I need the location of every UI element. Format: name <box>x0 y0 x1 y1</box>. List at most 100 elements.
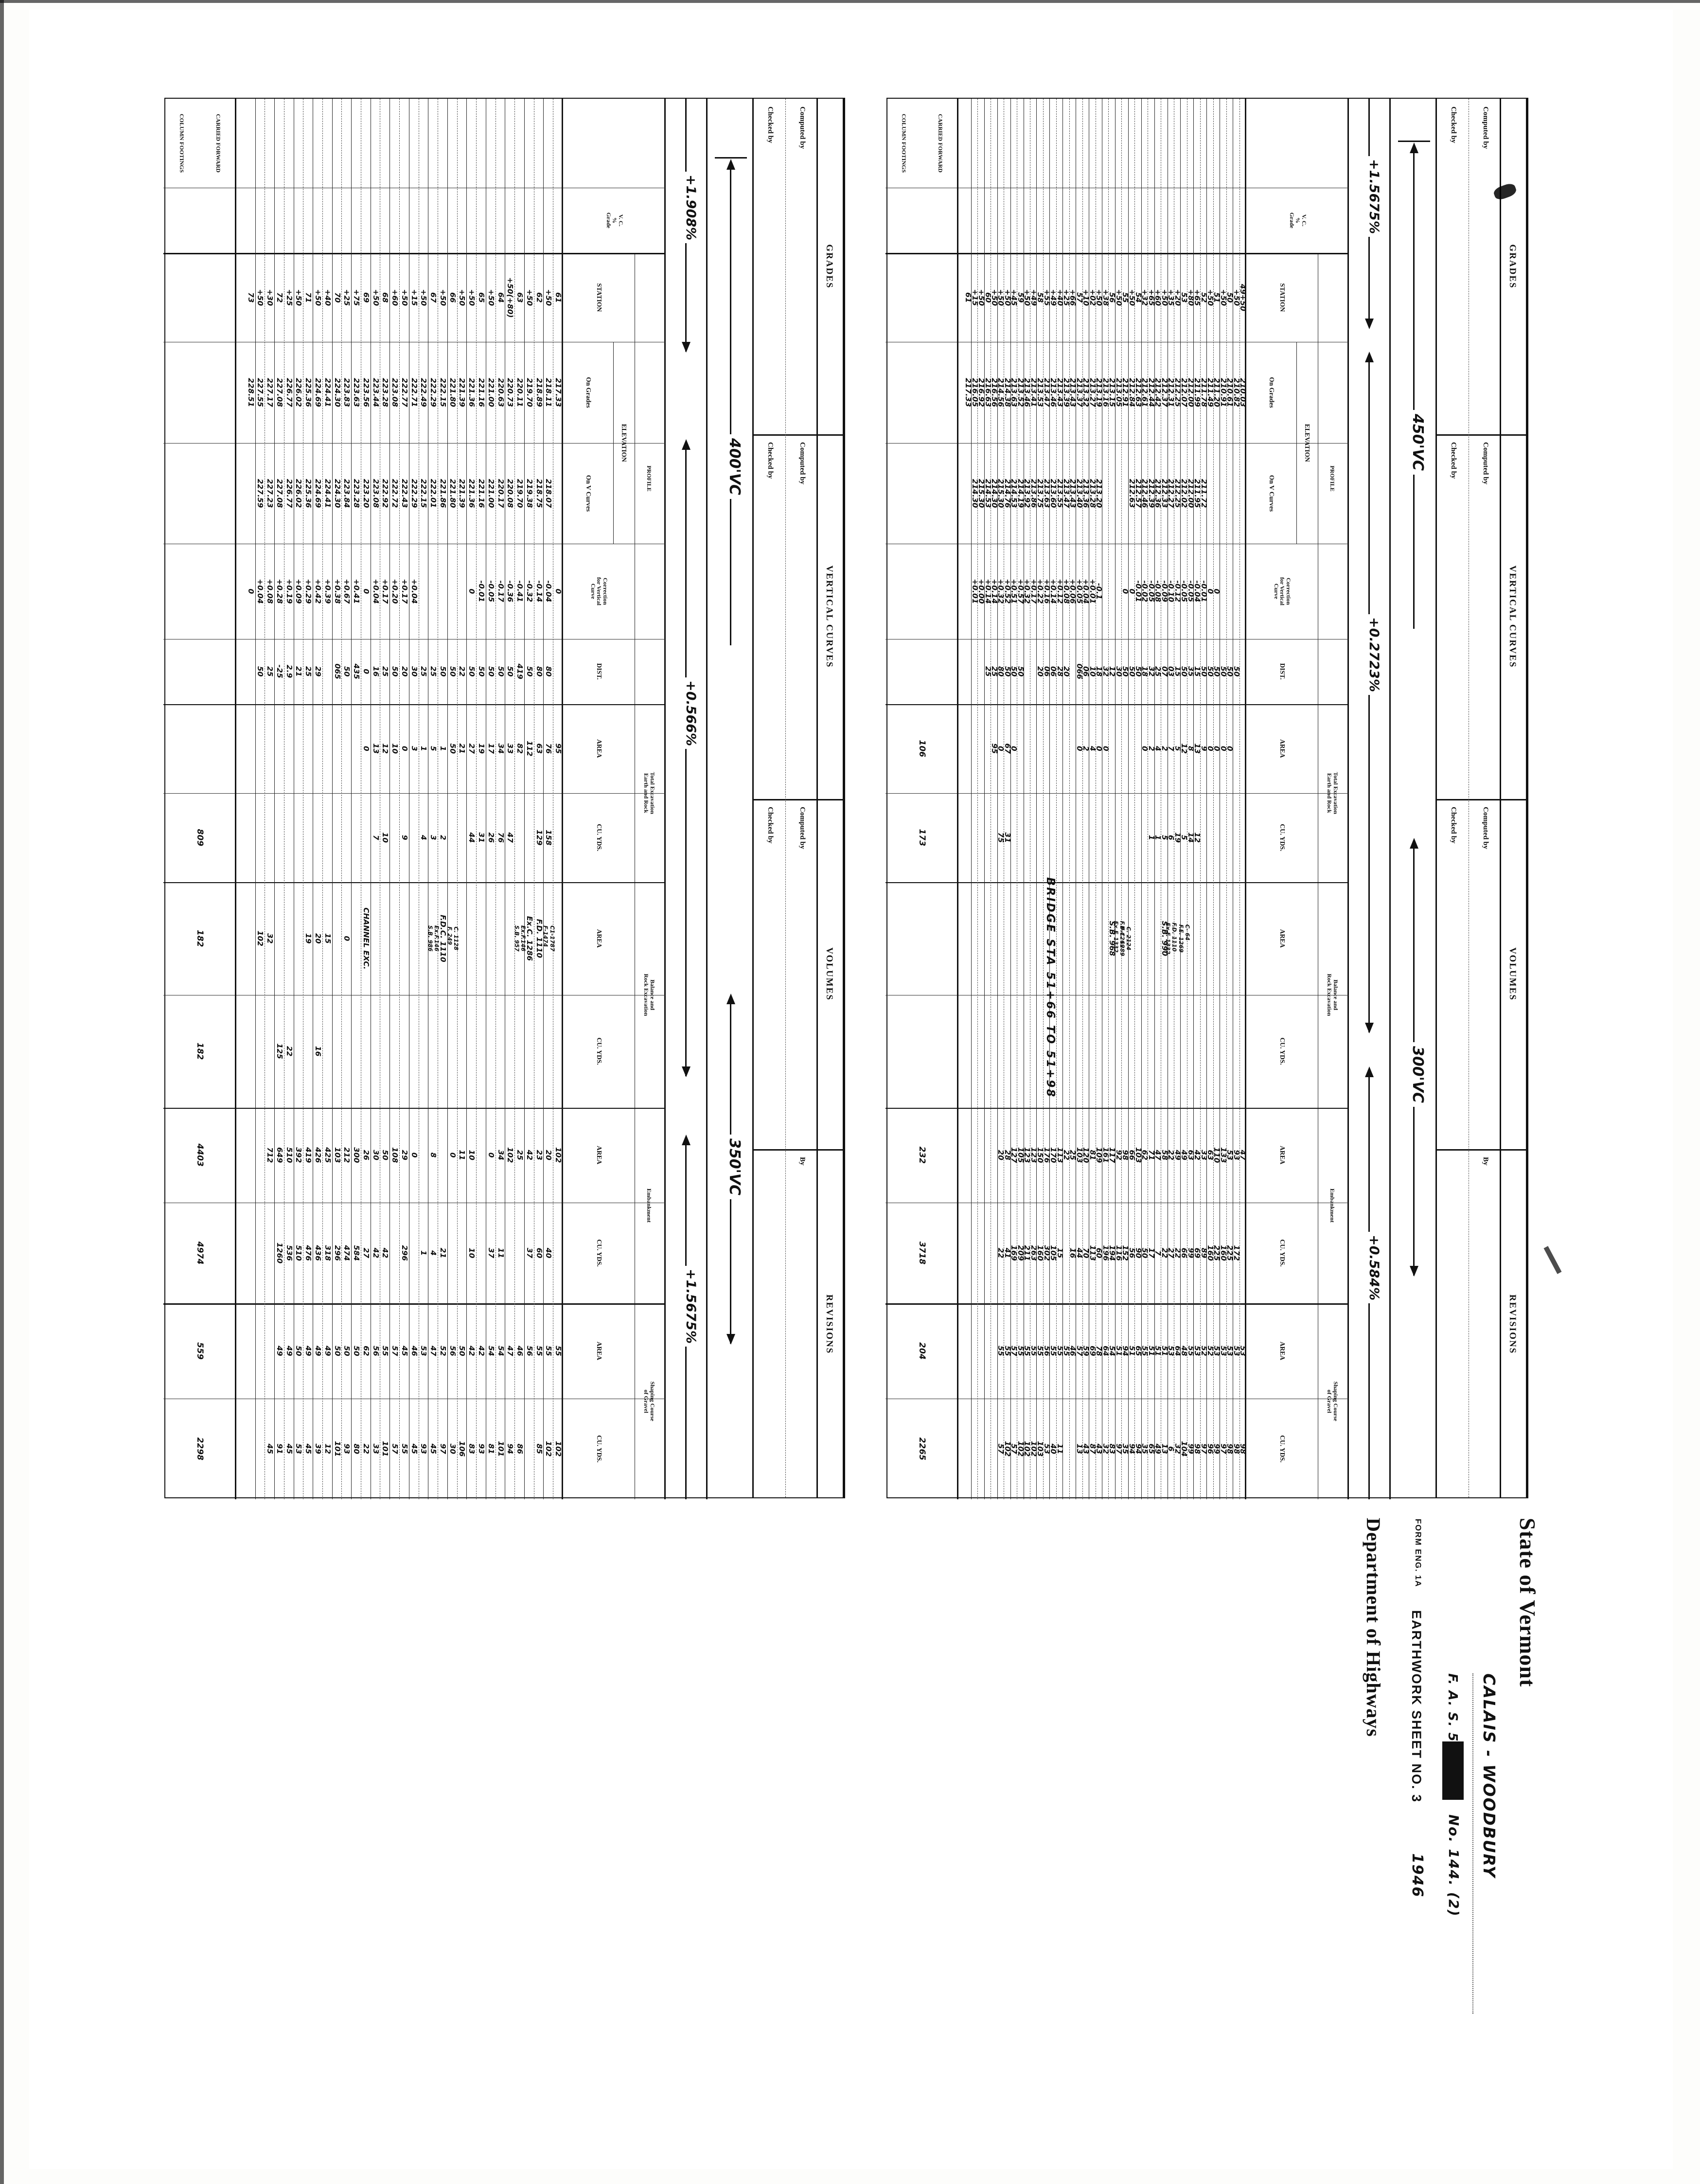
cell-ec: 75 <box>996 832 1006 843</box>
cell-ea: 76 <box>544 743 553 754</box>
cell-ba: CHANNEL EXC. <box>361 907 371 969</box>
vc1-tick-left <box>1398 140 1430 142</box>
column-header-strip: PROFILE Total Excavation Earth and Rock Ba… <box>563 99 665 1499</box>
checked-by-grades-2: Checked by <box>766 106 774 143</box>
cell-vcurve: 225.36 <box>304 479 313 508</box>
cell-corr: +0.04 <box>256 578 265 604</box>
cell-vcurve: 219.38 <box>525 479 534 508</box>
cell-vcurve: 221.00 <box>486 479 496 508</box>
cell-grades: 228.51 <box>246 377 255 407</box>
cell-sa: 54 <box>486 1345 496 1356</box>
cell-dist: 20 <box>400 666 409 676</box>
cell-sc: 102 <box>554 1440 563 1456</box>
state-title: State of Vermont <box>1515 1517 1540 1687</box>
cell-sa: 50 <box>342 1345 352 1356</box>
cell-mc: 40 <box>544 1247 553 1258</box>
cell-grades: 219.70 <box>525 377 534 407</box>
cell-ea: 5 <box>429 746 438 751</box>
lower-column-headers: PROFILE Total Excavation Earth and Rock Ba… <box>163 98 665 1499</box>
cell-corr: +0.08 <box>266 578 275 604</box>
cell-mc: 22 <box>996 1247 1006 1258</box>
cell-dist: 0 <box>361 668 371 674</box>
by-revisions: By <box>1482 1156 1489 1166</box>
carried-forward-label: CARRIED FORWARD <box>214 113 222 173</box>
cell-ma: 42 <box>525 1149 534 1160</box>
cell-ma: 8 <box>429 1152 438 1158</box>
computed-by-volumes: Computed by <box>1482 806 1489 849</box>
cell-ma: 712 <box>266 1147 275 1163</box>
cell-corr: 0 <box>1121 588 1130 594</box>
cell-ea: 17 <box>486 743 496 754</box>
cell-corr: 0 <box>246 588 255 594</box>
cell-sa: 50 <box>333 1345 342 1356</box>
cell-ea: 95 <box>990 743 999 754</box>
cell-sa: 49 <box>323 1345 332 1356</box>
cell-dist: 50 <box>506 666 515 676</box>
cell-sta: +50 <box>256 289 265 306</box>
cell-corr: +0.38 <box>333 578 342 604</box>
vc4-arrow-right <box>726 1333 735 1345</box>
cell-sa: 47 <box>429 1345 438 1356</box>
cell-corr: 0 <box>467 588 477 594</box>
cell-grades: 223.44 <box>371 377 380 407</box>
by-revisions-2: By <box>798 1156 806 1166</box>
cell-dist: 065 <box>333 663 342 679</box>
cell-sa: 56 <box>371 1345 380 1356</box>
cell-ba: S.B. 968 <box>1108 921 1117 956</box>
grade-pct-row-lower: +1.908% +0.566% +1.5675% <box>664 98 707 1499</box>
cell-ea: 112 <box>525 740 534 756</box>
cell-sta: 68 <box>381 292 390 303</box>
cell-vcurve: 227.23 <box>266 479 275 508</box>
cell-sta: +30 <box>266 289 275 306</box>
cell-ec: 47 <box>506 832 515 843</box>
cell-sc: 39 <box>314 1443 323 1454</box>
cell-ba: Ex.F.146 S.B. 957 <box>514 925 527 952</box>
cell-ba: 102 <box>256 930 265 946</box>
cell-vcurve: 214.30 <box>970 479 979 508</box>
column-header-sta: STATION <box>1279 283 1287 312</box>
column-header-dist: DIST. <box>596 663 603 680</box>
cell-sc: 57 <box>390 1443 400 1454</box>
pct6-arrow-left <box>682 1134 691 1145</box>
cell-ec: 1 <box>1147 835 1156 840</box>
cell-sa: 46 <box>409 1345 419 1356</box>
footing-bc: 182 <box>195 1042 205 1060</box>
cell-sa: 47 <box>506 1345 515 1356</box>
cell-corr: -0.04 <box>544 580 553 602</box>
column-header-corr: Correction for Vertical Curve <box>1273 577 1292 605</box>
cell-ma: 0 <box>448 1152 457 1158</box>
cell-ma: 50 <box>381 1149 390 1160</box>
cell-sa: 49 <box>275 1345 284 1356</box>
band-top-rule <box>1526 98 1527 1497</box>
cell-ec: 26 <box>486 832 496 843</box>
cell-ec: 9 <box>400 835 409 840</box>
cell-sta: +50 <box>438 289 447 306</box>
cell-sa: 52 <box>438 1345 447 1356</box>
cell-vcurve: 226.02 <box>294 479 303 508</box>
cell-ea: 21 <box>458 743 467 754</box>
cell-vcurve: 220.17 <box>496 479 505 508</box>
form-number: FORM ENG. 1A <box>1414 1518 1423 1587</box>
cell-mc: 37 <box>486 1247 496 1258</box>
cell-sta: 64 <box>496 292 505 303</box>
cell-dist: 50 <box>477 666 486 676</box>
cell-sa: 57 <box>390 1345 400 1356</box>
computed-by-volumes-2: Computed by <box>798 806 806 849</box>
cell-sc: 93 <box>477 1443 486 1454</box>
col-rule-bc <box>163 994 665 995</box>
cell-mc: 42 <box>371 1247 380 1258</box>
cell-ma: 102 <box>554 1147 563 1163</box>
cell-ba: F.D. 1110 <box>534 919 544 958</box>
cell-vcurve: 212.63 <box>1127 479 1136 508</box>
cell-sa: 50 <box>294 1345 303 1356</box>
cell-vcurve: 222.43 <box>400 479 409 508</box>
column-header-dist: DIST. <box>1279 663 1287 680</box>
cell-corr: +0.41 <box>352 578 361 604</box>
cell-dist: 21 <box>294 666 303 676</box>
cell-ba: 0 <box>342 935 352 941</box>
cell-grades: 217.33 <box>964 377 973 407</box>
cell-ec: 31 <box>477 832 486 843</box>
cell-sa: 55 <box>996 1345 1006 1356</box>
cell-sta: +50 <box>486 289 496 306</box>
